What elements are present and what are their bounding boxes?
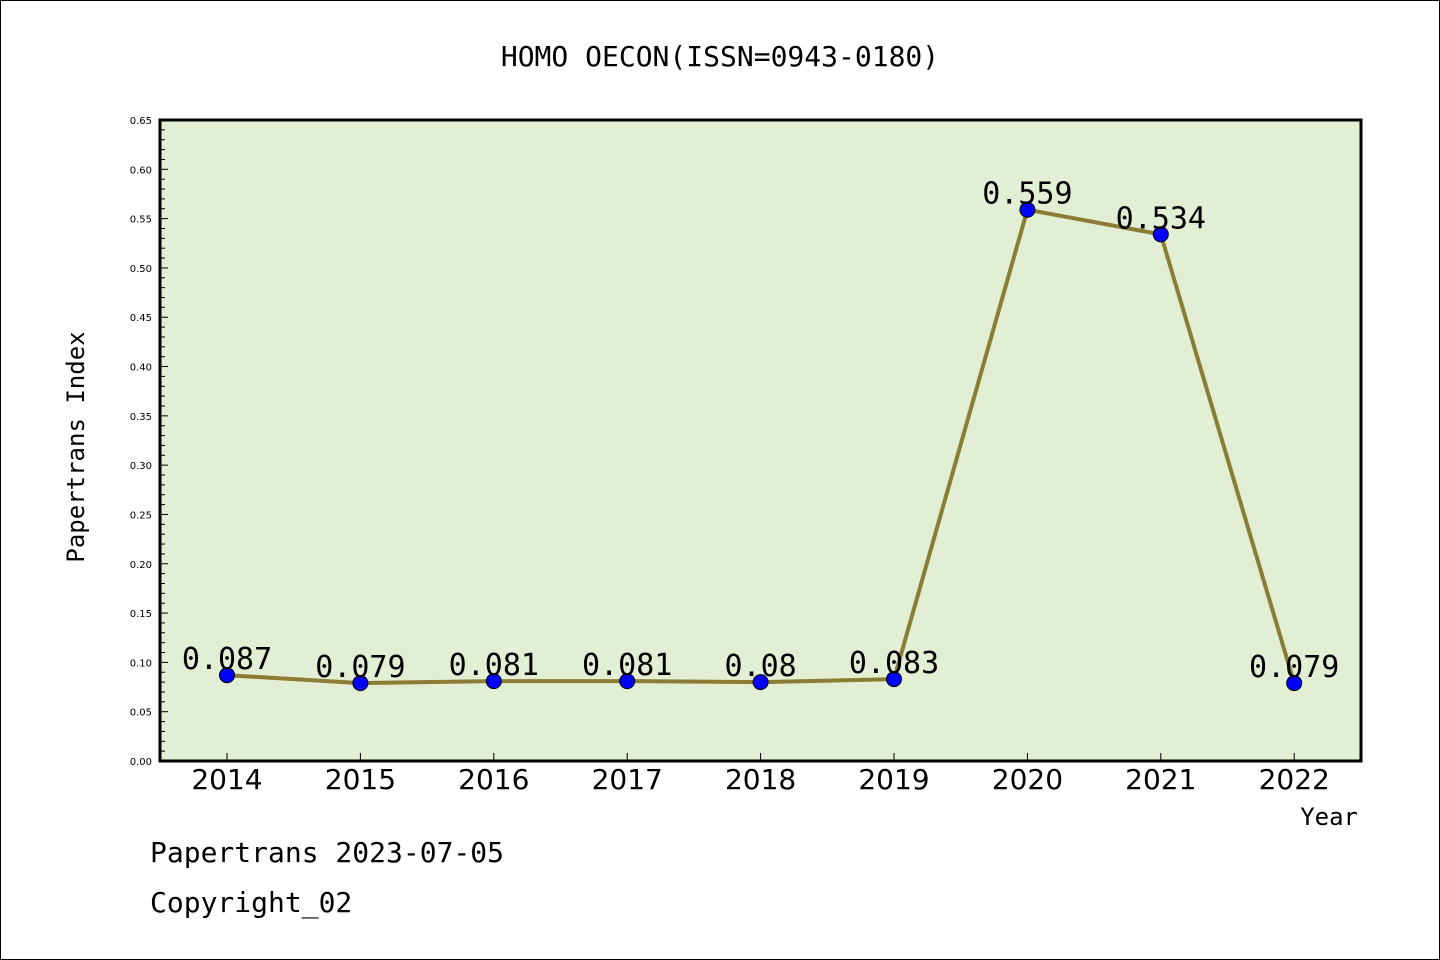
y-tick-label: 0.60	[130, 165, 152, 176]
y-tick-label: 0.50	[130, 264, 152, 275]
data-point	[352, 675, 369, 692]
data-point	[485, 673, 502, 690]
footer-date: Papertrans 2023-07-05	[150, 836, 505, 869]
y-axis: 0.00 0.05 0.10 0.15 0.20 0.25 0.30 0.35 0.40 0.45…	[130, 116, 168, 768]
x-axis: 2014 2015 2016 2017 2018 2019 2020 2021 2022	[191, 753, 1330, 796]
y-tick-label: 0.35	[130, 412, 152, 423]
data-point	[1152, 226, 1169, 243]
data-label: 0.079	[315, 650, 405, 685]
x-tick-label: 2015	[325, 763, 396, 796]
y-tick-label: 0.45	[130, 313, 152, 324]
data-label: 0.081	[449, 648, 539, 683]
data-label: 0.559	[982, 177, 1072, 212]
y-tick-label: 0.15	[130, 609, 152, 620]
x-tick-label: 2018	[725, 763, 796, 796]
x-tick-label: 2020	[992, 763, 1063, 796]
data-label: 0.081	[582, 648, 672, 683]
data-label: 0.083	[849, 646, 939, 681]
y-tick-label: 0.10	[130, 658, 152, 669]
x-tick-label: 2021	[1125, 763, 1196, 796]
data-label: 0.08	[724, 649, 796, 684]
data-point	[1019, 201, 1036, 218]
y-tick-label: 0.30	[130, 461, 152, 472]
data-point	[1286, 675, 1303, 692]
y-tick-label: 0.55	[130, 215, 152, 226]
x-tick-label: 2016	[458, 763, 529, 796]
y-tick-label: 0.05	[130, 708, 152, 719]
x-tick-label: 2022	[1259, 763, 1330, 796]
data-label: 0.534	[1116, 201, 1206, 236]
y-tick-label: 0.00	[130, 757, 152, 768]
y-axis-label: Papertrans Index	[62, 331, 90, 562]
data-label: 0.087	[182, 642, 272, 677]
data-labels: 0.087 0.079 0.081 0.081 0.08 0.083 0.559 0.534 0…	[182, 177, 1340, 685]
x-tick-label: 2019	[858, 763, 929, 796]
data-label: 0.079	[1249, 650, 1339, 685]
data-point	[219, 667, 235, 684]
chart-title: HOMO OECON(ISSN=0943-0180)	[501, 40, 939, 73]
series-markers	[219, 201, 1303, 692]
y-tick-label: 0.20	[130, 560, 152, 571]
y-tick-label: 0.65	[130, 116, 152, 127]
footer-copyright: Copyright_02	[150, 886, 353, 919]
x-tick-label: 2017	[592, 763, 663, 796]
y-tick-label: 0.25	[130, 510, 152, 521]
data-point	[886, 671, 902, 688]
data-point	[752, 674, 769, 691]
y-tick-label: 0.40	[130, 363, 152, 374]
x-tick-label: 2014	[191, 763, 262, 796]
data-point	[619, 673, 636, 690]
x-axis-label: Year	[1300, 803, 1358, 831]
